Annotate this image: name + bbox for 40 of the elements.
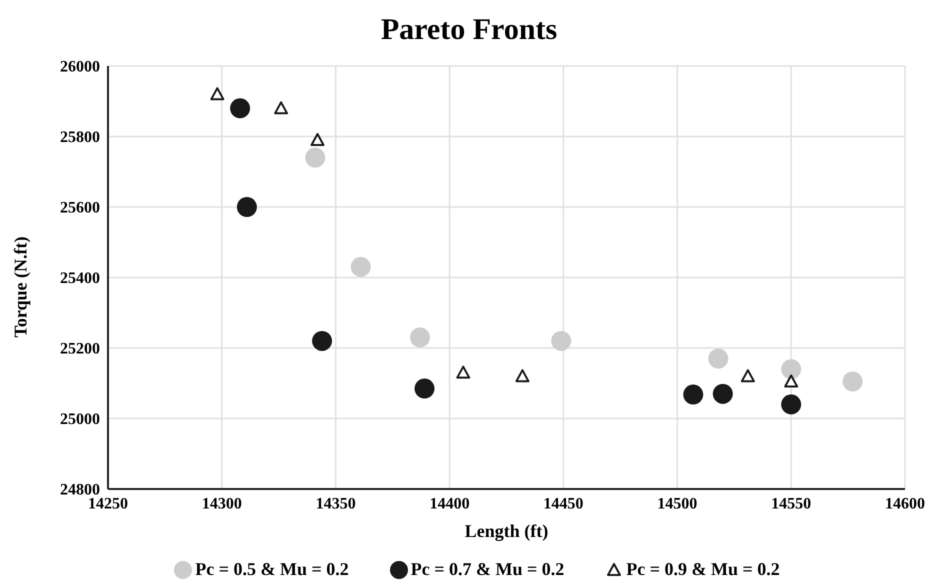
point [842, 371, 863, 392]
legend-label: Pc = 0.7 & Mu = 0.2 [410, 559, 564, 580]
x-tick-label: 14350 [316, 495, 356, 512]
x-tick-label: 14300 [202, 495, 242, 512]
point [305, 148, 326, 168]
point [210, 87, 224, 100]
point [310, 133, 324, 146]
point [551, 330, 572, 351]
y-tick-label: 25800 [60, 129, 100, 146]
x-tick-label: 14450 [543, 495, 584, 512]
point [414, 378, 435, 399]
x-tick-label: 14600 [885, 495, 925, 512]
x-tick-label: 14550 [771, 495, 812, 512]
point [274, 101, 288, 114]
point [515, 369, 530, 382]
legend-label: Pc = 0.5 & Mu = 0.2 [194, 559, 349, 580]
point [236, 197, 257, 217]
point [410, 327, 430, 348]
x-tick-label: 14500 [657, 495, 698, 512]
y-tick-label: 26000 [60, 58, 100, 76]
point [230, 98, 250, 118]
point [781, 394, 802, 414]
y-tick-label: 25400 [60, 270, 100, 288]
y-tick-label: 25600 [60, 200, 100, 217]
point [712, 384, 733, 404]
point [708, 348, 728, 369]
point [683, 384, 704, 405]
point [312, 330, 332, 351]
point [740, 369, 755, 382]
x-axis-title: Length (ft) [464, 521, 548, 541]
point [456, 366, 470, 379]
x-tick-label: 14400 [430, 495, 470, 512]
point [784, 374, 798, 388]
legend-label: Pc = 0.9 & Mu = 0.2 [625, 559, 780, 580]
point [350, 256, 371, 277]
y-tick-label: 25200 [60, 340, 100, 358]
y-axis-title: Torque (N.ft) [10, 236, 30, 338]
y-tick-label: 25000 [60, 411, 100, 428]
chart-title: Pareto Fronts [380, 12, 558, 48]
point [781, 359, 802, 380]
